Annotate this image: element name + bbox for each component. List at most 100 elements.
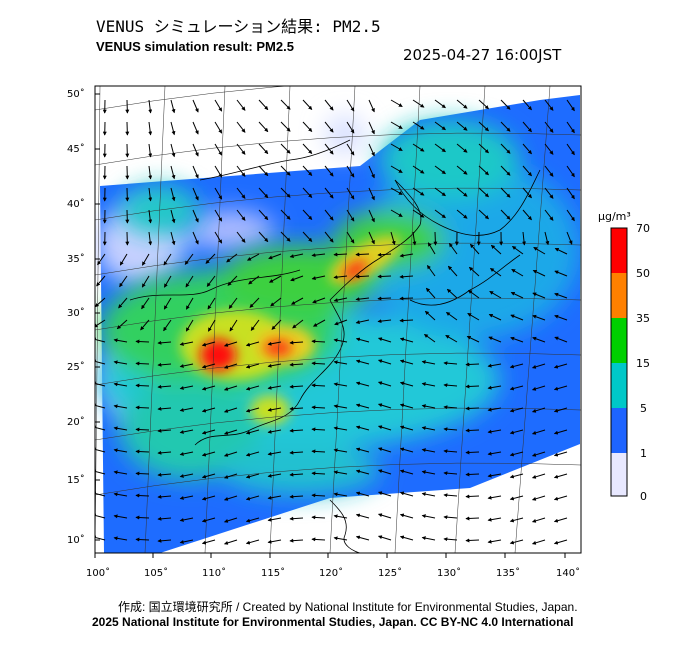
wind-arrow <box>469 243 480 255</box>
wind-arrow <box>511 245 524 255</box>
wind-arrow <box>185 275 194 288</box>
wind-arrow <box>488 336 502 343</box>
wind-arrow <box>250 319 260 331</box>
wind-arrow <box>487 451 502 456</box>
wind-arrow <box>113 404 128 409</box>
wind-arrow <box>377 513 392 519</box>
wind-arrow <box>421 470 436 475</box>
wind-arrow <box>531 473 546 479</box>
wind-arrow <box>468 266 480 277</box>
wind-arrow <box>135 361 150 366</box>
latitude-axis: 50˚ 45˚ 40˚ 35˚ 30˚ 25˚ 20˚ 15˚ 10˚ <box>67 88 100 546</box>
wind-arrow <box>245 451 260 457</box>
wind-arrow <box>467 289 480 299</box>
wind-arrow <box>377 403 392 409</box>
wind-arrow <box>478 143 489 154</box>
wind-arrow <box>399 253 414 258</box>
wind-arrow <box>258 187 269 199</box>
wind-arrow <box>179 363 194 368</box>
wind-arrow <box>289 384 304 389</box>
colorbar-band-35 <box>611 318 627 363</box>
wind-arrow <box>148 99 153 114</box>
wind-arrow <box>302 165 313 176</box>
wind-arrow <box>280 165 291 176</box>
wind-arrow <box>179 429 194 434</box>
wind-arrow <box>554 336 568 343</box>
wind-arrow <box>148 143 153 158</box>
wind-arrow <box>249 297 260 308</box>
wind-arrow <box>258 231 269 243</box>
wind-arrow <box>509 495 524 501</box>
wind-arrow <box>434 121 446 131</box>
wind-arrow <box>443 361 458 366</box>
wind-arrow <box>566 231 573 245</box>
map-title-english: VENUS simulation result: PM2.5 <box>96 39 294 54</box>
wind-arrow <box>141 253 150 266</box>
wind-arrow <box>201 517 216 523</box>
wind-arrow <box>214 99 223 112</box>
wind-arrow <box>399 447 414 453</box>
wind-arrow <box>207 319 216 332</box>
wind-arrow <box>489 290 502 299</box>
wind-arrow <box>465 362 480 367</box>
wind-arrow <box>522 165 532 177</box>
wind-arrow <box>192 231 199 245</box>
wind-arrow <box>135 537 150 542</box>
wind-arrow <box>532 314 546 321</box>
wind-arrow <box>95 425 106 431</box>
wind-arrow <box>554 314 568 321</box>
colorbar-band-1 <box>611 453 627 496</box>
map-frame <box>94 85 582 554</box>
wind-arrow <box>179 385 194 390</box>
wind-arrow <box>456 121 468 131</box>
wind-arrow <box>368 121 375 135</box>
wind-arrow <box>426 264 436 277</box>
wind-arrow <box>95 403 106 409</box>
wind-arrow <box>311 537 326 542</box>
wind-arrow <box>267 495 282 500</box>
wind-arrow <box>346 231 355 244</box>
wind-arrow <box>333 426 348 431</box>
wind-arrow <box>289 472 304 477</box>
wind-arrow <box>245 517 260 523</box>
wind-arrow <box>346 209 355 222</box>
wind-arrow <box>311 449 326 454</box>
wind-arrow <box>228 297 238 309</box>
wind-arrow <box>291 297 304 305</box>
wind-arrow <box>456 99 468 109</box>
colorbar-band-15 <box>611 363 627 408</box>
wind-arrow <box>399 359 414 365</box>
wind-arrow <box>333 470 348 475</box>
wind-arrow <box>269 275 282 283</box>
wind-arrow <box>443 515 458 520</box>
wind-arrow <box>531 407 546 413</box>
wind-arrow <box>245 473 260 479</box>
wind-arrow <box>355 274 370 279</box>
wind-arrow <box>465 516 480 521</box>
wind-arrow <box>179 341 194 346</box>
wind-arrow <box>553 429 568 435</box>
wind-arrow <box>478 165 489 176</box>
wind-arrow <box>192 187 199 201</box>
wind-arrow <box>201 407 216 413</box>
colorbar-unit-label: μg/m³ <box>598 210 631 223</box>
wind-arrow <box>290 275 304 282</box>
wind-arrow <box>355 381 370 387</box>
colorbar-band-5 <box>611 408 627 453</box>
wind-arrow <box>390 187 403 195</box>
wind-arrow <box>223 473 238 479</box>
wind-arrow <box>554 247 568 255</box>
wind-arrow <box>184 253 194 265</box>
wind-arrow <box>522 209 532 221</box>
wind-arrow <box>333 404 348 409</box>
wind-arrow <box>566 143 575 156</box>
map-plot-area <box>95 86 581 553</box>
wind-arrow <box>368 143 375 157</box>
wind-arrow <box>368 187 375 201</box>
wind-arrow <box>258 209 269 221</box>
wind-arrow <box>113 360 128 365</box>
wind-arrow <box>487 385 502 390</box>
wind-arrow <box>97 253 106 266</box>
credit-line: 作成: 国立環境研究所 / Created by National Instit… <box>118 600 578 614</box>
